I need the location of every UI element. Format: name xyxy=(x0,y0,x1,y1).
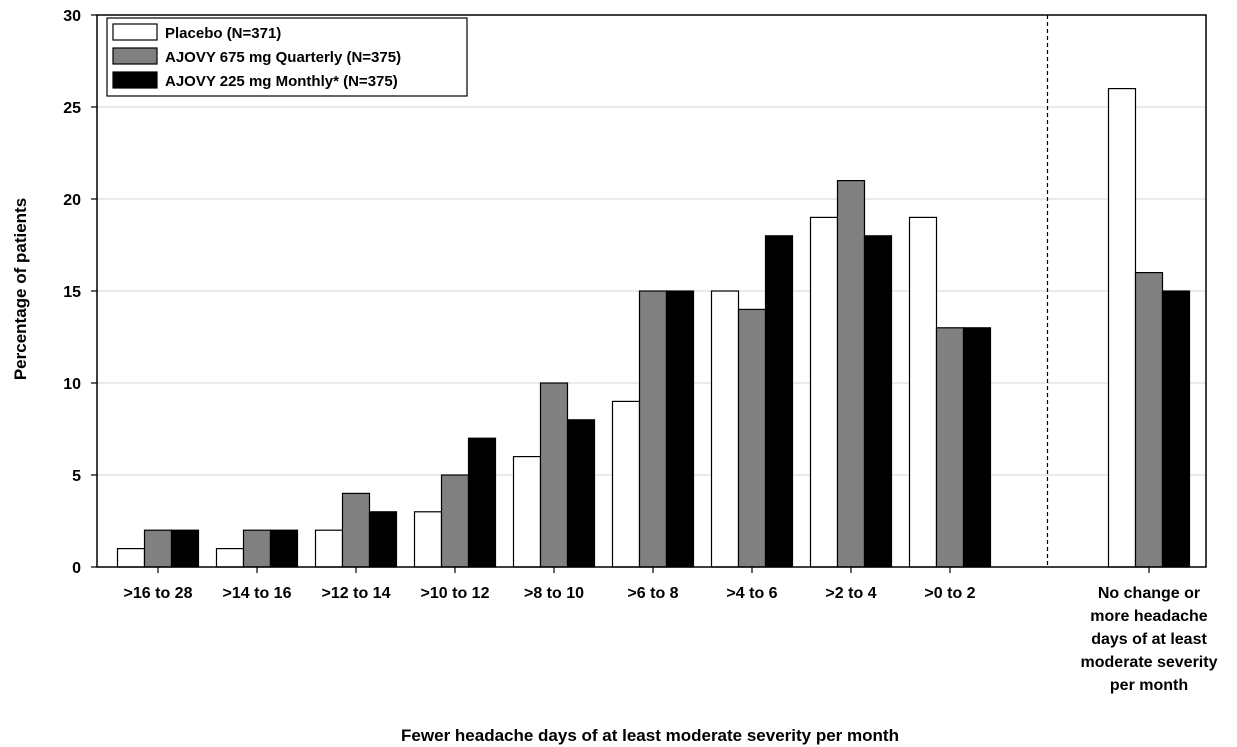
x-tick-label: >12 to 14 xyxy=(322,585,391,602)
bar xyxy=(809,216,839,568)
bar xyxy=(440,474,470,568)
y-tick-label: 5 xyxy=(72,468,81,485)
bar xyxy=(665,290,695,568)
bar xyxy=(314,529,344,568)
x-tick-label: >4 to 6 xyxy=(726,585,777,602)
y-tick-label: 0 xyxy=(72,560,81,577)
x-tick-label: per month xyxy=(1110,677,1188,694)
legend-box xyxy=(106,17,468,97)
bar xyxy=(116,547,146,568)
bar xyxy=(836,180,866,568)
legend-swatch xyxy=(112,23,158,41)
x-tick-label: >0 to 2 xyxy=(924,585,975,602)
x-tick-label: more headache xyxy=(1090,608,1207,625)
y-axis: 0 5 10 15 20 25 30 xyxy=(63,8,97,577)
x-axis-title: Fewer headache days of at least moderate… xyxy=(401,726,899,745)
legend-label: AJOVY 675 mg Quarterly (N=375) xyxy=(165,49,401,66)
legend: Placebo (N=371) AJOVY 675 mg Quarterly (N… xyxy=(106,17,468,97)
bar xyxy=(611,400,641,568)
bars xyxy=(116,87,1191,568)
x-tick-label: >10 to 12 xyxy=(421,585,490,602)
x-tick-label: No change or xyxy=(1098,585,1200,602)
bar xyxy=(413,511,443,568)
x-tick-label: >14 to 16 xyxy=(223,585,292,602)
y-tick-label: 25 xyxy=(63,100,81,117)
bar xyxy=(467,437,497,568)
bar xyxy=(143,529,173,568)
bar xyxy=(638,290,668,568)
bar xyxy=(566,419,596,568)
bar xyxy=(368,511,398,568)
bar xyxy=(512,456,542,568)
bar xyxy=(908,216,938,568)
bar xyxy=(539,382,569,568)
x-tick-label: >6 to 8 xyxy=(627,585,678,602)
bar xyxy=(341,492,371,568)
bar xyxy=(170,529,200,568)
bar xyxy=(962,327,992,568)
x-tick-label: >8 to 10 xyxy=(524,585,584,602)
x-tick-label: days of at least xyxy=(1091,631,1207,648)
bar xyxy=(710,290,740,568)
legend-label: AJOVY 225 mg Monthly* (N=375) xyxy=(165,73,398,90)
legend-label: Placebo (N=371) xyxy=(165,25,281,42)
legend-swatch xyxy=(112,47,158,65)
x-axis: >16 to 28 >14 to 16 >12 to 14 >10 to 12 >8 t… xyxy=(124,567,1218,694)
bar xyxy=(764,235,794,568)
bar xyxy=(242,529,272,568)
y-axis-title: Percentage of patients xyxy=(11,198,30,380)
bar xyxy=(269,529,299,568)
legend-swatch xyxy=(112,71,158,89)
y-tick-label: 20 xyxy=(63,192,81,209)
x-tick-label: >2 to 4 xyxy=(825,585,876,602)
y-tick-label: 10 xyxy=(63,376,81,393)
plot-frame xyxy=(96,14,1207,568)
bar xyxy=(1107,87,1137,568)
bar xyxy=(935,327,965,568)
x-tick-label: moderate severity xyxy=(1081,654,1218,671)
bar xyxy=(1134,272,1164,568)
y-tick-label: 15 xyxy=(63,284,81,301)
bar xyxy=(863,235,893,568)
x-tick-label: >16 to 28 xyxy=(124,585,193,602)
y-tick-label: 30 xyxy=(63,8,81,25)
bar xyxy=(1161,290,1191,568)
bar xyxy=(737,308,767,568)
bar xyxy=(215,547,245,568)
